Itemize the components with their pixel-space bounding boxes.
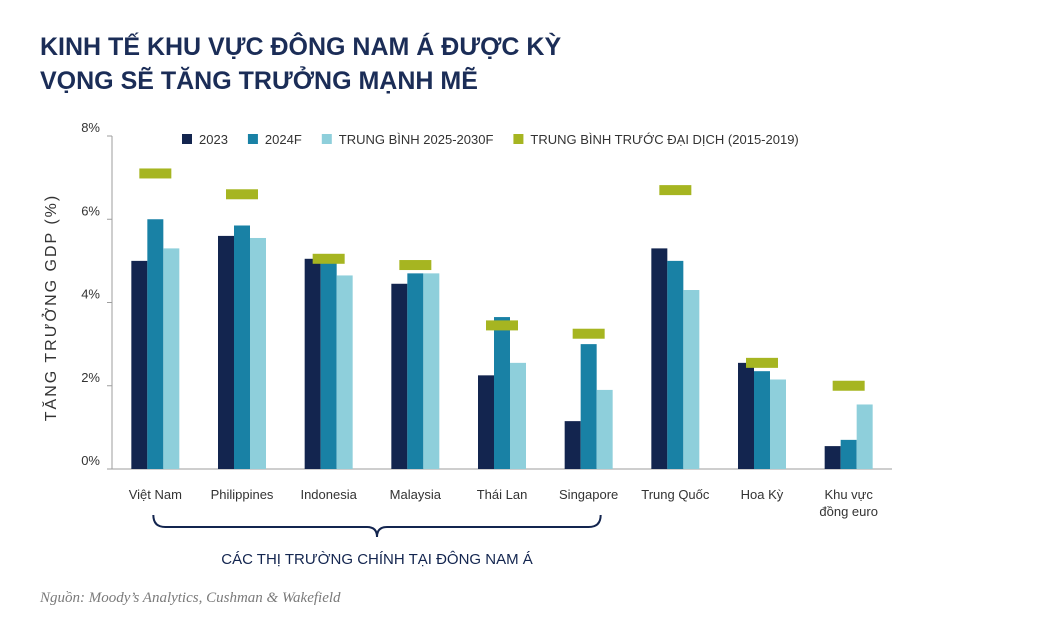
bar-trung-b-nh-2025-2030f-5: [596, 389, 613, 469]
y-tick-label: 4%: [81, 287, 100, 302]
bar-2023-5: [564, 421, 581, 469]
legend-label-0: 2023: [199, 132, 228, 147]
chart-title-line-1: KINH TẾ KHU VỰC ĐÔNG NAM Á ĐƯỢC KỲ: [40, 33, 562, 61]
bar-2023-6: [651, 248, 668, 469]
x-tick-label: Philippines: [211, 487, 274, 502]
legend-label-1: 2024F: [265, 132, 302, 147]
bar-2024f-7: [754, 371, 770, 469]
y-tick-label: 6%: [81, 203, 100, 218]
bar-trung-b-nh-2025-2030f-1: [250, 237, 266, 469]
bar-2024f-4: [494, 317, 510, 469]
bar-2023-3: [391, 283, 408, 469]
bar-2024f-0: [147, 219, 164, 469]
bar-2023-4: [478, 375, 494, 469]
bar-trung-b-nh-2025-2030f-4: [510, 362, 526, 469]
bar-2023-8: [824, 446, 841, 469]
bar-2024f-8: [840, 439, 857, 469]
bar-trung-b-nh-2025-2030f-2: [336, 275, 353, 469]
source-note: Nguồn: Moody’s Analytics, Cushman & Wake…: [40, 590, 341, 606]
pre-pandemic-average-marker-8: [832, 380, 865, 391]
legend-swatch-3: [513, 134, 524, 144]
pre-pandemic-average-marker-7: [746, 357, 778, 368]
y-axis-title: TĂNG TRƯỞNG GDP (%): [41, 194, 60, 421]
y-tick-label: 2%: [81, 370, 100, 385]
x-tick-label: Trung Quốc: [641, 487, 710, 502]
chart-title-line-2: VỌNG SẼ TĂNG TRƯỞNG MẠNH MẼ: [40, 67, 478, 95]
y-tick-label: 8%: [81, 120, 100, 135]
pre-pandemic-average-marker-2: [312, 253, 345, 264]
legend-swatch-0: [182, 134, 192, 144]
legend-label-3: TRUNG BÌNH TRƯỚC ĐẠI DỊCH (2015-2019): [530, 132, 798, 147]
bar-trung-b-nh-2025-2030f-3: [423, 273, 440, 469]
x-tick-label: Việt Nam: [129, 487, 182, 502]
legend-swatch-1: [247, 134, 258, 144]
bar-trung-b-nh-2025-2030f-6: [683, 290, 700, 469]
bar-trung-b-nh-2025-2030f-8: [856, 404, 873, 469]
pre-pandemic-average-marker-1: [226, 189, 258, 200]
bar-2024f-1: [234, 225, 250, 469]
sea-markets-bracket: [152, 514, 602, 538]
pre-pandemic-average-marker-4: [486, 320, 518, 331]
bar-trung-b-nh-2025-2030f-0: [163, 248, 180, 469]
x-tick-label: Indonesia: [300, 487, 357, 502]
bar-2024f-3: [407, 273, 424, 469]
pre-pandemic-average-marker-5: [572, 328, 605, 339]
legend-swatch-2: [321, 134, 332, 144]
bar-2024f-5: [580, 344, 597, 469]
bar-2023-7: [738, 362, 754, 469]
x-tick-label: đồng euro: [819, 504, 878, 519]
bar-2023-2: [304, 258, 321, 469]
x-tick-label: Malaysia: [390, 487, 442, 502]
sea-markets-bracket-label: CÁC THỊ TRƯỜNG CHÍNH TẠI ĐÔNG NAM Á: [221, 551, 533, 568]
pre-pandemic-average-marker-0: [139, 168, 172, 179]
bar-2024f-2: [320, 260, 337, 469]
chart-title: KINH TẾ KHU VỰC ĐÔNG NAM Á ĐƯỢC KỲ VỌNG …: [40, 30, 561, 98]
bar-2023-0: [131, 260, 148, 469]
bar-2024f-6: [667, 260, 684, 469]
legend-label-2: TRUNG BÌNH 2025-2030F: [339, 132, 494, 147]
x-tick-label: Thái Lan: [477, 487, 528, 502]
x-tick-label: Singapore: [559, 487, 618, 502]
y-tick-label: 0%: [81, 453, 100, 468]
pre-pandemic-average-marker-6: [659, 185, 692, 196]
pre-pandemic-average-marker-3: [399, 260, 432, 271]
bar-trung-b-nh-2025-2030f-7: [770, 379, 786, 469]
x-tick-label: Khu vực: [824, 487, 873, 502]
x-tick-label: Hoa Kỳ: [741, 487, 784, 502]
bar-2023-1: [218, 235, 234, 469]
